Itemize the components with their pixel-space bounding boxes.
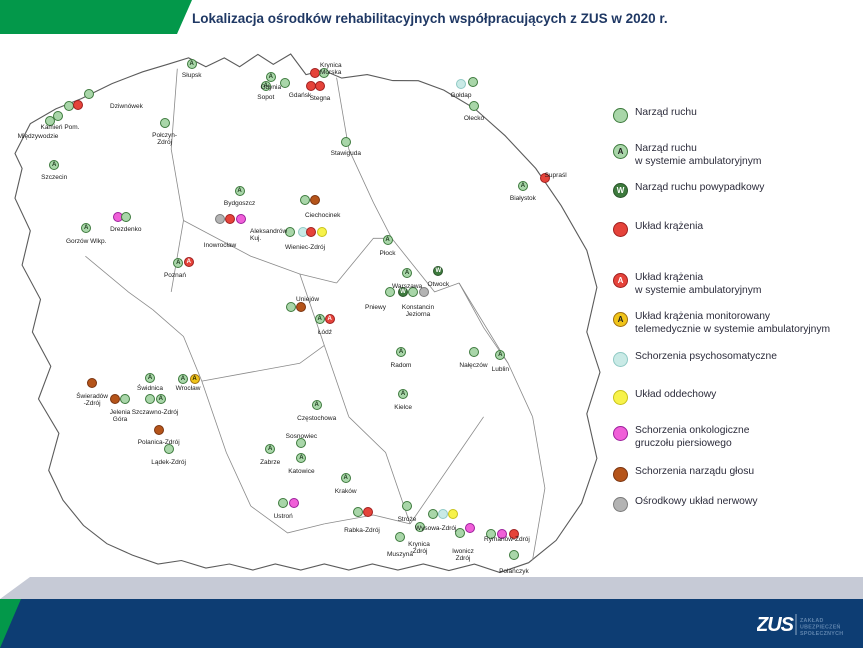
svg-text:ZUS: ZUS [757, 614, 795, 636]
svg-text:UBEZPIECZEŃ: UBEZPIECZEŃ [800, 623, 841, 631]
svg-text:ZAKŁAD: ZAKŁAD [800, 618, 824, 624]
svg-text:SPOŁECZNYCH: SPOŁECZNYCH [800, 631, 843, 637]
